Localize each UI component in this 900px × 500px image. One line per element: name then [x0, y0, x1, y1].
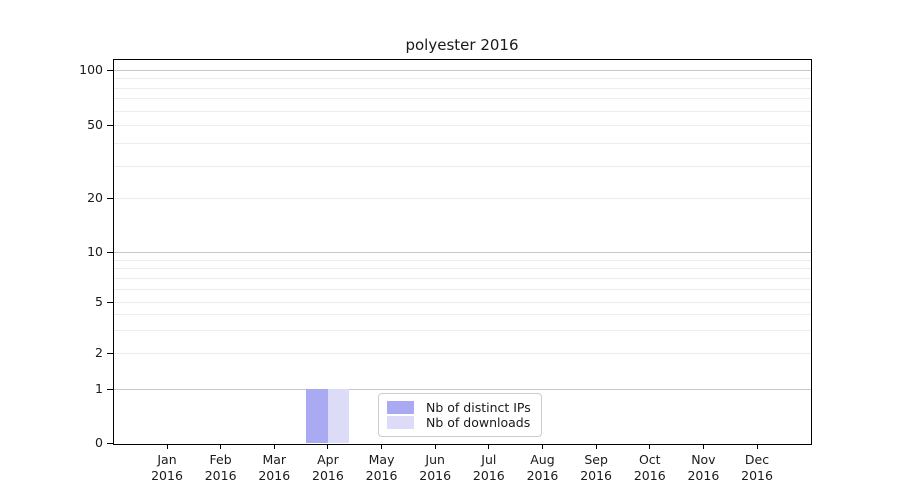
y-tick	[107, 388, 113, 390]
x-tick	[541, 444, 543, 449]
y-tick	[107, 251, 113, 253]
x-tick	[702, 444, 704, 449]
y-gridline-minor	[114, 288, 811, 290]
y-tick	[107, 69, 113, 71]
y-gridline-minor	[114, 259, 811, 261]
y-tick	[107, 124, 113, 126]
y-tick-label: 50	[87, 117, 103, 132]
legend-item-downloads: Nb of downloads	[387, 415, 531, 430]
x-tick	[327, 444, 329, 449]
x-tick	[381, 444, 383, 449]
y-gridline-minor	[114, 198, 811, 199]
y-gridline-minor	[114, 353, 811, 354]
x-tick-label: Dec 2016	[741, 452, 773, 483]
x-tick	[649, 444, 651, 449]
x-tick-label: Jan 2016	[151, 452, 183, 483]
y-tick	[107, 442, 113, 444]
y-tick-label: 2	[95, 345, 103, 360]
y-gridline-major	[114, 389, 811, 390]
legend-swatch-downloads	[387, 416, 414, 429]
x-tick-label: Apr 2016	[312, 452, 344, 483]
x-tick	[220, 444, 222, 449]
y-tick-label: 100	[79, 62, 103, 77]
bar-nb-of-downloads	[327, 389, 350, 443]
x-tick	[756, 444, 758, 449]
x-tick	[488, 444, 490, 449]
y-tick-label: 10	[87, 244, 103, 259]
y-gridline-minor	[114, 125, 811, 126]
y-gridline-minor	[114, 277, 811, 279]
x-tick-label: Aug 2016	[526, 452, 559, 483]
legend-item-distinct-ips: Nb of distinct IPs	[387, 400, 531, 415]
y-tick	[107, 352, 113, 354]
x-tick-label: May 2016	[365, 452, 398, 483]
legend-label-distinct-ips: Nb of distinct IPs	[426, 400, 531, 415]
chart-title: polyester 2016	[405, 36, 519, 54]
x-tick-label: Oct 2016	[633, 452, 666, 483]
y-gridline-minor	[114, 87, 811, 89]
x-tick-label: Jun 2016	[419, 452, 452, 483]
y-tick-label: 20	[87, 190, 103, 205]
y-gridline-major	[114, 70, 811, 71]
y-gridline-minor	[114, 110, 811, 112]
y-tick	[107, 197, 113, 199]
x-tick	[595, 444, 597, 449]
x-tick-label: Nov 2016	[687, 452, 720, 483]
y-gridline-minor	[114, 330, 811, 332]
x-tick-label: Sep 2016	[580, 452, 613, 483]
x-tick	[166, 444, 168, 449]
plot-area	[113, 59, 812, 445]
x-tick	[434, 444, 436, 449]
y-tick-label: 0	[95, 435, 103, 450]
x-tick-label: Jul 2016	[472, 452, 505, 483]
y-tick-label: 5	[95, 294, 103, 309]
bar-nb-of-distinct-ips	[306, 389, 328, 443]
y-gridline-major	[114, 252, 811, 253]
y-tick	[107, 301, 113, 303]
y-gridline-minor	[114, 268, 811, 270]
legend: Nb of distinct IPs Nb of downloads	[378, 393, 542, 437]
y-gridline-minor	[114, 302, 811, 303]
y-gridline-minor	[114, 314, 811, 316]
y-gridline-minor	[114, 165, 811, 167]
y-gridline-minor	[114, 78, 811, 80]
x-tick-label: Feb 2016	[204, 452, 237, 483]
y-tick-label: 1	[95, 381, 103, 396]
y-gridline-minor	[114, 98, 811, 100]
legend-swatch-distinct-ips	[387, 401, 414, 414]
x-tick	[273, 444, 275, 449]
legend-label-downloads: Nb of downloads	[426, 415, 531, 430]
y-gridline-minor	[114, 142, 811, 144]
x-tick-label: Mar 2016	[258, 452, 291, 483]
